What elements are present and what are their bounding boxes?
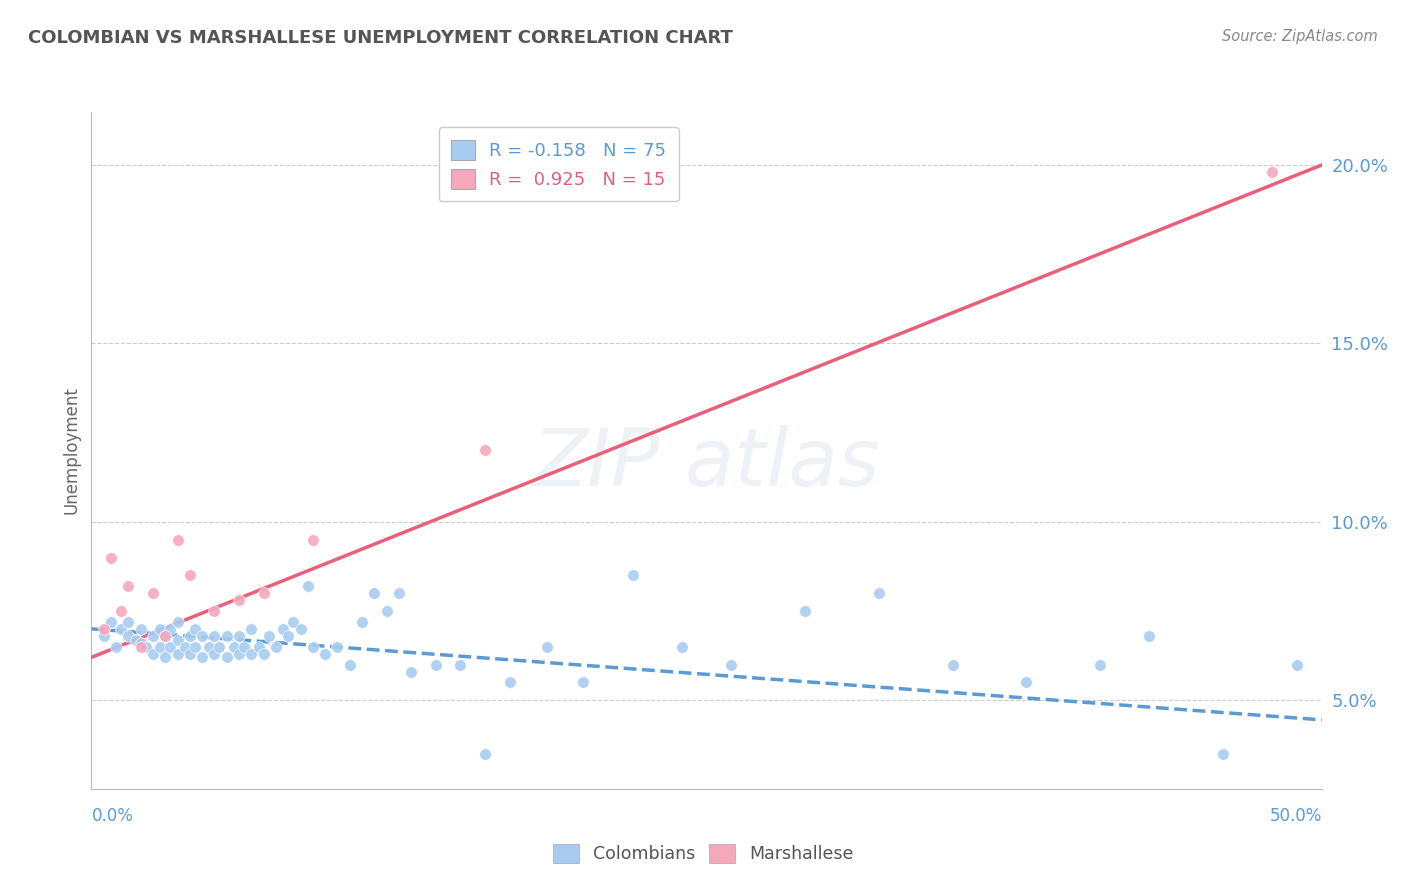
Point bbox=[271, 622, 295, 636]
Point bbox=[159, 640, 181, 654]
Point bbox=[142, 629, 165, 643]
Point bbox=[228, 647, 250, 661]
Point bbox=[153, 629, 177, 643]
Point bbox=[202, 604, 225, 618]
Point bbox=[399, 665, 422, 679]
Point bbox=[375, 604, 398, 618]
Point bbox=[277, 629, 299, 643]
Point bbox=[449, 657, 471, 672]
Point bbox=[1261, 165, 1284, 179]
Point bbox=[142, 647, 165, 661]
Point bbox=[166, 647, 188, 661]
Point bbox=[183, 640, 207, 654]
Point bbox=[153, 650, 177, 665]
Point bbox=[110, 622, 132, 636]
Point bbox=[281, 615, 304, 629]
Point bbox=[129, 640, 152, 654]
Point bbox=[179, 629, 201, 643]
Point bbox=[941, 657, 963, 672]
Point bbox=[179, 568, 201, 582]
Point bbox=[202, 629, 225, 643]
Point bbox=[257, 629, 280, 643]
Text: Source: ZipAtlas.com: Source: ZipAtlas.com bbox=[1222, 29, 1378, 44]
Point bbox=[301, 533, 323, 547]
Point bbox=[621, 568, 644, 582]
Text: ZIP atlas: ZIP atlas bbox=[533, 425, 880, 503]
Point bbox=[297, 579, 319, 593]
Point bbox=[228, 629, 250, 643]
Point bbox=[264, 640, 287, 654]
Point bbox=[129, 636, 152, 650]
Point bbox=[159, 622, 181, 636]
Point bbox=[191, 629, 214, 643]
Point bbox=[388, 586, 411, 600]
Point bbox=[117, 579, 139, 593]
Point bbox=[301, 640, 323, 654]
Point bbox=[117, 629, 139, 643]
Point bbox=[253, 647, 276, 661]
Point bbox=[232, 640, 256, 654]
Y-axis label: Unemployment: Unemployment bbox=[62, 386, 80, 515]
Point bbox=[142, 586, 165, 600]
Point bbox=[793, 604, 815, 618]
Point bbox=[100, 550, 122, 565]
Point bbox=[117, 615, 139, 629]
Point bbox=[474, 443, 496, 458]
Point bbox=[129, 622, 152, 636]
Point bbox=[326, 640, 349, 654]
Point bbox=[124, 632, 146, 647]
Point bbox=[240, 647, 263, 661]
Point bbox=[720, 657, 742, 672]
Point bbox=[1015, 675, 1038, 690]
Point bbox=[363, 586, 385, 600]
Point bbox=[240, 622, 263, 636]
Point bbox=[222, 640, 246, 654]
Text: COLOMBIAN VS MARSHALLESE UNEMPLOYMENT CORRELATION CHART: COLOMBIAN VS MARSHALLESE UNEMPLOYMENT CO… bbox=[28, 29, 733, 46]
Point bbox=[208, 640, 231, 654]
Point bbox=[135, 640, 156, 654]
Point bbox=[1212, 747, 1234, 761]
Point bbox=[253, 586, 276, 600]
Point bbox=[572, 675, 595, 690]
Point bbox=[93, 629, 115, 643]
Point bbox=[105, 640, 127, 654]
Point bbox=[228, 593, 250, 607]
Point bbox=[290, 622, 312, 636]
Point bbox=[166, 615, 188, 629]
Point bbox=[1088, 657, 1111, 672]
Legend: R = -0.158   N = 75, R =  0.925   N = 15: R = -0.158 N = 75, R = 0.925 N = 15 bbox=[439, 128, 679, 202]
Point bbox=[215, 650, 238, 665]
Point bbox=[174, 640, 197, 654]
Point bbox=[166, 533, 188, 547]
Point bbox=[425, 657, 447, 672]
Text: 50.0%: 50.0% bbox=[1270, 807, 1322, 825]
Point bbox=[314, 647, 336, 661]
Point bbox=[247, 640, 270, 654]
Point bbox=[202, 647, 225, 661]
Point bbox=[671, 640, 693, 654]
Point bbox=[498, 675, 520, 690]
Point bbox=[1139, 629, 1161, 643]
Point bbox=[339, 657, 361, 672]
Point bbox=[536, 640, 558, 654]
Point bbox=[153, 629, 177, 643]
Point bbox=[198, 640, 221, 654]
Point bbox=[166, 632, 188, 647]
Point bbox=[93, 622, 115, 636]
Legend: Colombians, Marshallese: Colombians, Marshallese bbox=[546, 837, 860, 870]
Text: 0.0%: 0.0% bbox=[91, 807, 134, 825]
Point bbox=[1285, 657, 1308, 672]
Point bbox=[183, 622, 207, 636]
Point bbox=[179, 647, 201, 661]
Point bbox=[868, 586, 890, 600]
Point bbox=[100, 615, 122, 629]
Point bbox=[149, 622, 172, 636]
Point bbox=[215, 629, 238, 643]
Point bbox=[474, 747, 496, 761]
Point bbox=[191, 650, 214, 665]
Point bbox=[110, 604, 132, 618]
Point bbox=[352, 615, 374, 629]
Point bbox=[149, 640, 172, 654]
